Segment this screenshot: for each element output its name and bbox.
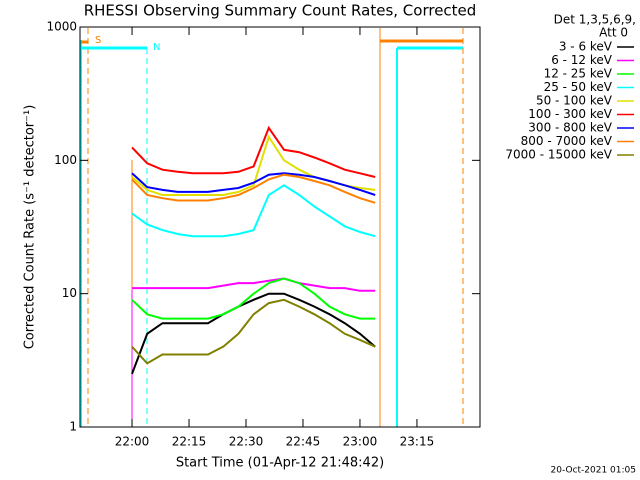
flags: S N: [80, 28, 464, 427]
legend-title: Det 1,3,5,6,9,: [554, 13, 636, 27]
legend-label: 800 - 7000 keV: [521, 134, 613, 148]
legend-label: 100 - 300 keV: [528, 107, 612, 121]
x-tick-label: 22:30: [229, 435, 264, 449]
legend-label: 12 - 25 keV: [544, 67, 613, 81]
footer: 20-Oct-2021 01:05: [551, 466, 636, 476]
y-tick-label: 10: [62, 286, 77, 300]
legend-label: 6 - 12 keV: [551, 53, 613, 67]
series-line: [131, 184, 376, 238]
legend-label: 50 - 100 keV: [536, 94, 613, 108]
series-line: [131, 172, 376, 196]
flag-label: N: [153, 42, 160, 53]
x-tick-label: 22:15: [172, 435, 207, 449]
series-line: [131, 298, 376, 365]
x-tick-label: 22:00: [115, 435, 150, 449]
legend-label: 3 - 6 keV: [559, 40, 613, 54]
x-axis-label: Start Time (01-Apr-12 21:48:42): [176, 456, 384, 471]
series-line: [131, 277, 376, 320]
y-tick-label: 1000: [46, 20, 77, 34]
legend-label: 7000 - 15000 keV: [505, 148, 612, 162]
legend-label: 300 - 800 keV: [528, 121, 612, 135]
y-tick-label: 100: [54, 153, 77, 167]
y-tick-label: 1: [69, 420, 77, 434]
y-axis-label: Corrected Count Rate (s⁻¹ detector⁻¹): [23, 105, 38, 350]
x-tick-label: 23:15: [400, 435, 435, 449]
chart-title: RHESSI Observing Summary Count Rates, Co…: [84, 2, 477, 20]
legend-title: Att 0: [599, 26, 628, 40]
series-line: [131, 125, 376, 178]
x-tick-label: 22:45: [286, 435, 321, 449]
plot-frame: [79, 26, 481, 428]
series-line: [131, 292, 376, 375]
series-line: [131, 173, 376, 204]
x-tick-label: 23:00: [343, 435, 378, 449]
flag-label: S: [95, 35, 101, 46]
legend-label: 25 - 50 keV: [544, 80, 613, 94]
series-line: [132, 277, 376, 292]
